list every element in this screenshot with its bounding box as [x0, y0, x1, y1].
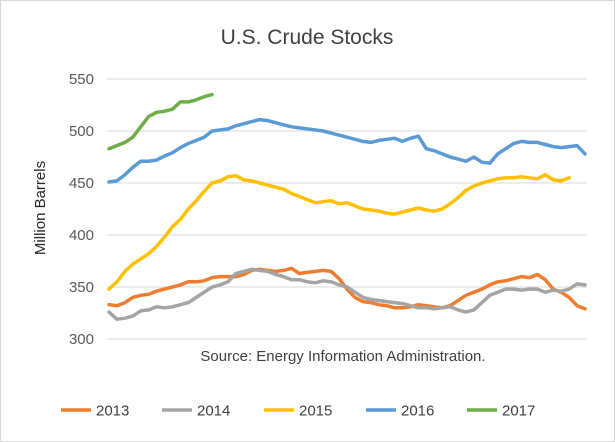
- gridlines: [107, 78, 587, 340]
- y-axis-label: Million Barrels: [32, 161, 49, 255]
- series-line-2014: [107, 267, 587, 321]
- y-tick-label: 550: [69, 71, 94, 88]
- y-tick-label: 350: [69, 279, 94, 296]
- y-axis-ticks: 300 350 400 450 500 550: [69, 71, 94, 348]
- legend-label-2014: 2014: [197, 403, 230, 420]
- series-line-2017: [107, 92, 214, 151]
- y-tick-label: 500: [69, 123, 94, 140]
- legend-label-2013: 2013: [96, 403, 129, 420]
- chart-title: U.S. Crude Stocks: [221, 26, 394, 49]
- y-tick-label: 450: [69, 175, 94, 192]
- series-line-2015: [107, 172, 571, 291]
- y-tick-label: 400: [69, 227, 94, 244]
- source-annotation: Source: Energy Information Administratio…: [200, 348, 485, 365]
- legend-label-2017: 2017: [502, 403, 535, 420]
- series-line-2016: [107, 117, 587, 184]
- series-lines: [107, 92, 587, 321]
- legend-label-2016: 2016: [401, 403, 434, 420]
- legend-label-2015: 2015: [299, 403, 332, 420]
- legend: 2013 2014 2015 2016 2017: [61, 403, 535, 420]
- y-tick-label: 300: [69, 331, 94, 348]
- series-line-2013: [107, 266, 587, 311]
